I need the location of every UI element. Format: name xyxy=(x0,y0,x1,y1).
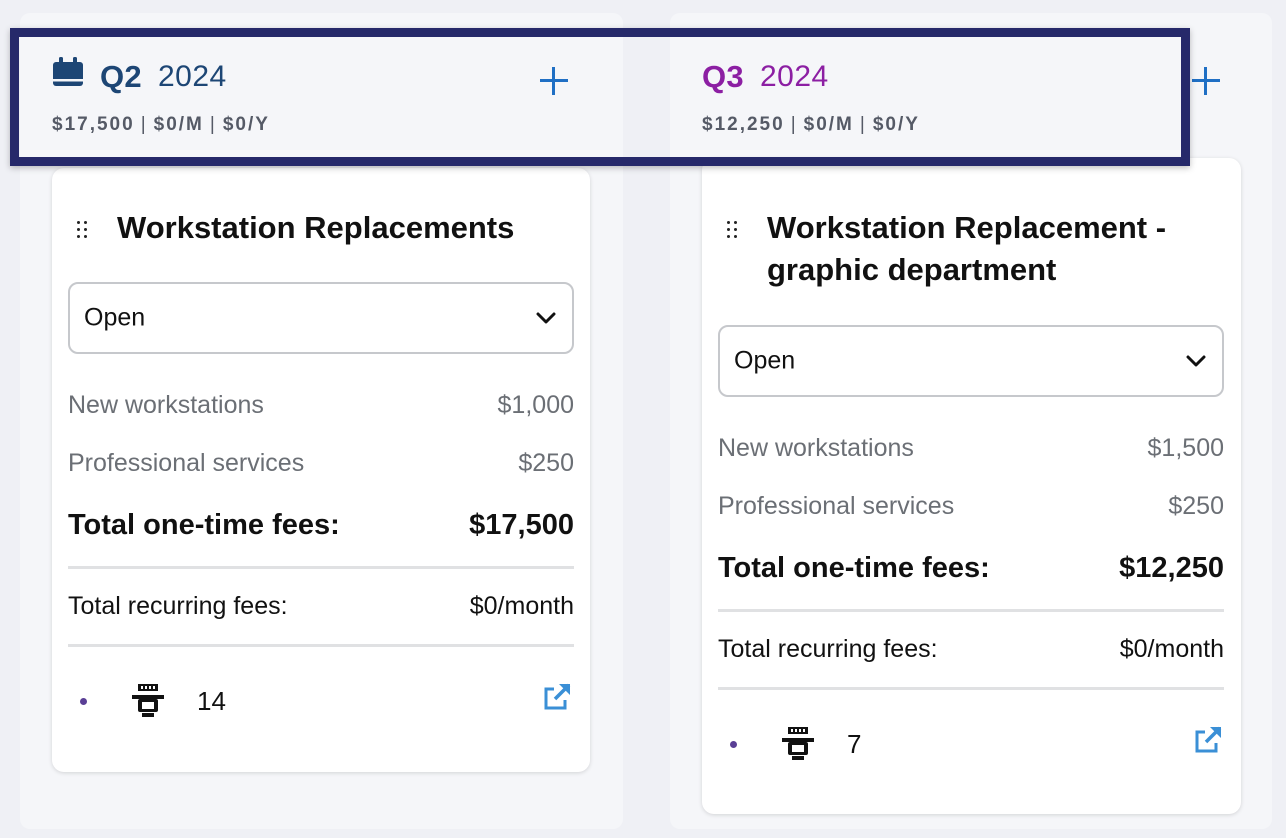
summary-monthly: $0/M xyxy=(803,114,854,135)
roadmap-card[interactable]: Workstation Replacement - graphic depart… xyxy=(702,158,1241,814)
summary-monthly: $0/M xyxy=(153,114,204,135)
status-dot xyxy=(80,698,87,705)
line-item-label: Professional services xyxy=(68,449,305,477)
roadmap-card[interactable]: Workstation Replacements Open New workst… xyxy=(52,168,590,772)
total-recurring-label: Total recurring fees: xyxy=(68,592,288,620)
line-item-amount: $250 xyxy=(1168,492,1224,520)
column-header-q3: Q3 2024 $12,250 | $0/M | $0/Y xyxy=(702,57,920,136)
line-item-amount: $1,000 xyxy=(497,391,574,419)
line-item-label: New workstations xyxy=(718,434,914,462)
divider xyxy=(718,687,1224,690)
quarter-label: Q3 xyxy=(702,59,744,94)
add-item-button-q2[interactable] xyxy=(537,64,571,98)
chevron-down-icon xyxy=(1186,355,1206,367)
year-label: 2024 xyxy=(759,60,829,93)
device-count: 14 xyxy=(197,686,226,716)
workstation-icon xyxy=(782,727,814,760)
total-onetime-row: Total one-time fees: $17,500 xyxy=(68,509,574,542)
status-select[interactable]: Open xyxy=(718,325,1224,397)
summary-yearly: $0/Y xyxy=(222,114,270,135)
status-select[interactable]: Open xyxy=(68,282,574,354)
year-label: 2024 xyxy=(157,60,227,93)
total-recurring-label: Total recurring fees: xyxy=(718,635,938,663)
total-onetime-row: Total one-time fees: $12,250 xyxy=(718,552,1224,585)
total-recurring-value: $0/month xyxy=(469,592,574,620)
total-onetime-label: Total one-time fees: xyxy=(718,552,990,584)
summary-separator: | xyxy=(790,114,798,135)
drag-handle-icon[interactable] xyxy=(77,221,91,241)
line-item-row: Professional services $250 xyxy=(68,449,574,478)
total-recurring-value: $0/month xyxy=(1119,635,1224,663)
workstation-icon xyxy=(132,684,164,717)
summary-onetime: $17,500 xyxy=(52,114,135,135)
status-dot xyxy=(730,741,737,748)
card-title-line: graphic department xyxy=(767,252,1057,287)
column-header-q2: Q2 2024 $17,500 | $0/M | $0/Y xyxy=(52,57,270,136)
total-recurring-row: Total recurring fees: $0/month xyxy=(718,635,1224,664)
total-onetime-label: Total one-time fees: xyxy=(68,509,340,541)
divider xyxy=(718,609,1224,612)
summary-separator: | xyxy=(859,114,867,135)
summary-separator: | xyxy=(209,114,217,135)
add-item-button-q3[interactable] xyxy=(1189,64,1223,98)
summary-separator: | xyxy=(140,114,148,135)
line-item-row: Professional services $250 xyxy=(718,492,1224,521)
status-value: Open xyxy=(734,346,796,375)
external-link-icon[interactable] xyxy=(542,682,572,712)
status-value: Open xyxy=(84,303,146,332)
line-item-label: Professional services xyxy=(718,492,955,520)
summary-yearly: $0/Y xyxy=(872,114,920,135)
card-title-line: Workstation Replacement - xyxy=(767,210,1167,245)
external-link-icon[interactable] xyxy=(1193,725,1223,755)
total-onetime-value: $12,250 xyxy=(1119,552,1224,584)
divider xyxy=(68,566,574,569)
total-recurring-row: Total recurring fees: $0/month xyxy=(68,592,574,621)
card-title: Workstation Replacement - graphic depart… xyxy=(767,207,1166,291)
line-item-row: New workstations $1,000 xyxy=(68,391,574,420)
column-summary: $17,500 | $0/M | $0/Y xyxy=(52,114,270,136)
drag-handle-icon[interactable] xyxy=(727,221,741,241)
card-title: Workstation Replacements xyxy=(117,210,515,245)
quarter-label: Q2 xyxy=(100,59,142,94)
device-count: 7 xyxy=(847,729,862,759)
line-item-label: New workstations xyxy=(68,391,264,419)
summary-onetime: $12,250 xyxy=(702,114,785,135)
line-item-row: New workstations $1,500 xyxy=(718,434,1224,463)
chevron-down-icon xyxy=(536,312,556,324)
calendar-icon xyxy=(53,57,83,86)
column-summary: $12,250 | $0/M | $0/Y xyxy=(702,114,920,136)
line-item-amount: $1,500 xyxy=(1147,434,1224,462)
divider xyxy=(68,644,574,647)
line-item-amount: $250 xyxy=(518,449,574,477)
total-onetime-value: $17,500 xyxy=(469,509,574,541)
